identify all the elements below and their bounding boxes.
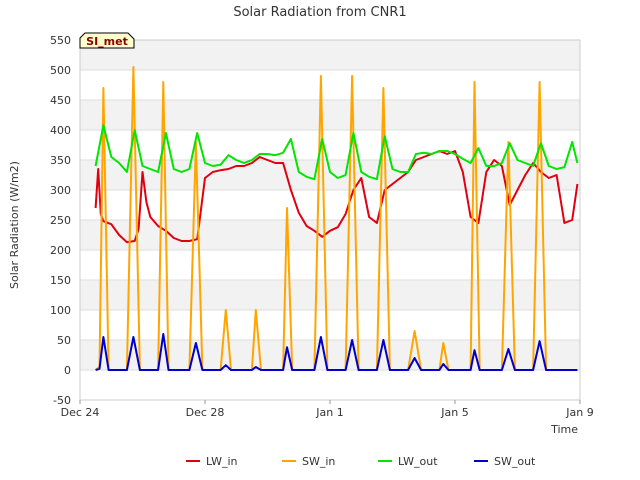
legend-label-lw-in: LW_in xyxy=(206,455,238,468)
y-tick-label: 550 xyxy=(50,34,71,47)
y-tick-label: 500 xyxy=(50,64,71,77)
y-tick-label: 50 xyxy=(57,334,71,347)
badge-shape xyxy=(79,32,135,49)
y-tick-label: 350 xyxy=(50,154,71,167)
grid-band xyxy=(80,220,580,250)
x-axis-label: Time xyxy=(550,423,578,436)
series-line-lw-in xyxy=(94,150,579,244)
y-tick-label: 150 xyxy=(50,274,71,287)
chart-title: Solar Radiation from CNR1 xyxy=(233,5,406,20)
y-tick-label: 250 xyxy=(50,214,71,227)
badge-label: SI_met xyxy=(86,35,128,48)
y-tick-label: 100 xyxy=(50,304,71,317)
x-tick-label: Jan 1 xyxy=(315,406,343,419)
y-tick-labels: -50 0 50 100 150 200 250 300 350 400 450 500 550 xyxy=(50,34,71,407)
series-line-lw-out xyxy=(94,124,579,181)
grid-band xyxy=(80,100,580,130)
grid-band xyxy=(80,40,580,70)
legend-label-sw-out: SW_out xyxy=(494,455,536,468)
plot-background-bands xyxy=(80,40,580,370)
x-tick-label: Jan 9 xyxy=(565,406,593,419)
x-tick-label: Jan 5 xyxy=(440,406,468,419)
x-tick-labels: Dec 24 Dec 28 Jan 1 Jan 5 Jan 9 xyxy=(61,400,594,419)
y-tick-label: 450 xyxy=(50,94,71,107)
legend-label-lw-out: LW_out xyxy=(398,455,438,468)
legend-label-sw-in: SW_in xyxy=(302,455,335,468)
series-lines xyxy=(94,66,579,371)
x-tick-label: Dec 28 xyxy=(186,406,225,419)
y-tick-label: 300 xyxy=(50,184,71,197)
grid-band xyxy=(80,340,580,370)
grid-band xyxy=(80,280,580,310)
series-line-sw-out xyxy=(95,333,578,371)
y-axis-label: Solar Radiation (W/m2) xyxy=(8,161,21,289)
x-tick-label: Dec 24 xyxy=(61,406,100,419)
station-badge: SI_met xyxy=(79,32,135,49)
y-tick-label: 0 xyxy=(64,364,71,377)
y-tick-label: 400 xyxy=(50,124,71,137)
y-tick-label: -50 xyxy=(53,394,71,407)
legend: LW_in SW_in LW_out SW_out xyxy=(186,455,536,468)
y-tick-label: 200 xyxy=(50,244,71,257)
